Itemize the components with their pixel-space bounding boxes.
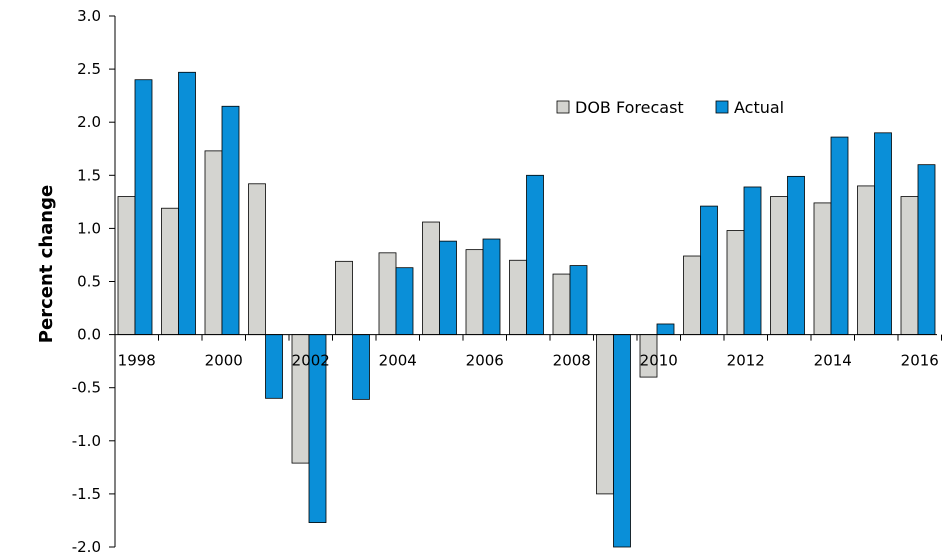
bar-forecast-2008 xyxy=(552,273,571,336)
bar-forecast-2004 xyxy=(378,252,397,336)
bar-actual-2003 xyxy=(352,334,370,400)
bar-actual-2015 xyxy=(874,132,892,336)
bar-forecast-2000 xyxy=(204,150,223,335)
y-tick-label: 2.5 xyxy=(77,60,101,78)
x-tick-label: 1998 xyxy=(118,352,156,370)
bar-forecast-1999 xyxy=(161,207,179,335)
x-tick-label: 2008 xyxy=(553,352,591,370)
bar-actual-2012 xyxy=(743,186,762,335)
y-tick-label: 1.5 xyxy=(77,166,101,184)
bar-forecast-2005 xyxy=(422,221,440,335)
bar-actual-2009 xyxy=(613,334,631,548)
bar-forecast-2007 xyxy=(509,259,527,336)
y-tick-label: 1.0 xyxy=(77,219,101,237)
legend-label-forecast: DOB Forecast xyxy=(575,98,684,117)
bar-forecast-2016 xyxy=(900,196,919,335)
y-tick-label: -0.5 xyxy=(72,379,101,397)
bar-forecast-2003 xyxy=(335,260,353,335)
bar-forecast-1998 xyxy=(117,196,136,335)
bar-actual-2005 xyxy=(439,240,457,335)
bar-actual-2000 xyxy=(221,105,240,335)
legend-label-actual: Actual xyxy=(734,98,784,117)
x-tick-label: 2012 xyxy=(727,352,765,370)
bar-actual-2006 xyxy=(482,238,501,336)
x-axis: 1998 2000 2002 2004 2006 2008 2010 2012 2014 2016 xyxy=(114,334,942,370)
bar-actual-2011 xyxy=(700,205,718,336)
y-tick-label: 2.0 xyxy=(77,113,101,131)
bar-forecast-2006 xyxy=(465,249,484,335)
y-axis-label: Percent change xyxy=(36,185,57,343)
bar-actual-2001 xyxy=(265,334,283,399)
x-tick-label: 2010 xyxy=(640,352,678,370)
y-tick-label: -2.0 xyxy=(72,538,101,556)
bar-forecast-2015 xyxy=(857,185,875,335)
bar-forecast-2011 xyxy=(683,255,701,335)
legend: DOB Forecast Actual xyxy=(556,98,784,117)
y-tick-label: 0.0 xyxy=(77,326,101,344)
bar-actual-1998 xyxy=(134,79,153,336)
bar-actual-2008 xyxy=(569,265,588,336)
bar-actual-2010 xyxy=(656,323,675,336)
y-tick-label: 0.5 xyxy=(77,273,101,291)
bar-actual-2004 xyxy=(395,267,414,335)
legend-swatch-actual xyxy=(715,100,729,114)
bar-forecast-2012 xyxy=(726,230,745,335)
y-tick-label: -1.0 xyxy=(72,432,101,450)
bar-forecast-2001 xyxy=(248,183,266,336)
y-tick-label: 3.0 xyxy=(77,7,101,25)
x-tick-label: 2006 xyxy=(466,352,504,370)
x-tick-label: 2014 xyxy=(814,352,852,370)
bar-actual-2014 xyxy=(830,136,849,335)
x-tick-label: 2000 xyxy=(205,352,243,370)
bar-actual-1999 xyxy=(178,71,196,335)
x-tick-label: 2016 xyxy=(901,352,939,370)
bar-forecast-2014 xyxy=(813,202,832,336)
bar-forecast-2013 xyxy=(770,196,788,335)
y-axis: 3.0 2.5 2.0 1.5 1.0 0.5 0.0 -0.5 -1.0 -1.5 -2.0 xyxy=(72,7,116,556)
bars-group xyxy=(117,71,936,548)
bar-actual-2007 xyxy=(526,174,544,336)
x-tick-label: 2002 xyxy=(292,352,330,370)
bar-forecast-2009 xyxy=(596,334,614,495)
y-tick-label: -1.5 xyxy=(72,485,101,503)
legend-swatch-forecast xyxy=(556,100,570,114)
x-tick-label: 2004 xyxy=(379,352,417,370)
bar-actual-2013 xyxy=(787,175,805,336)
bar-actual-2016 xyxy=(917,164,936,335)
